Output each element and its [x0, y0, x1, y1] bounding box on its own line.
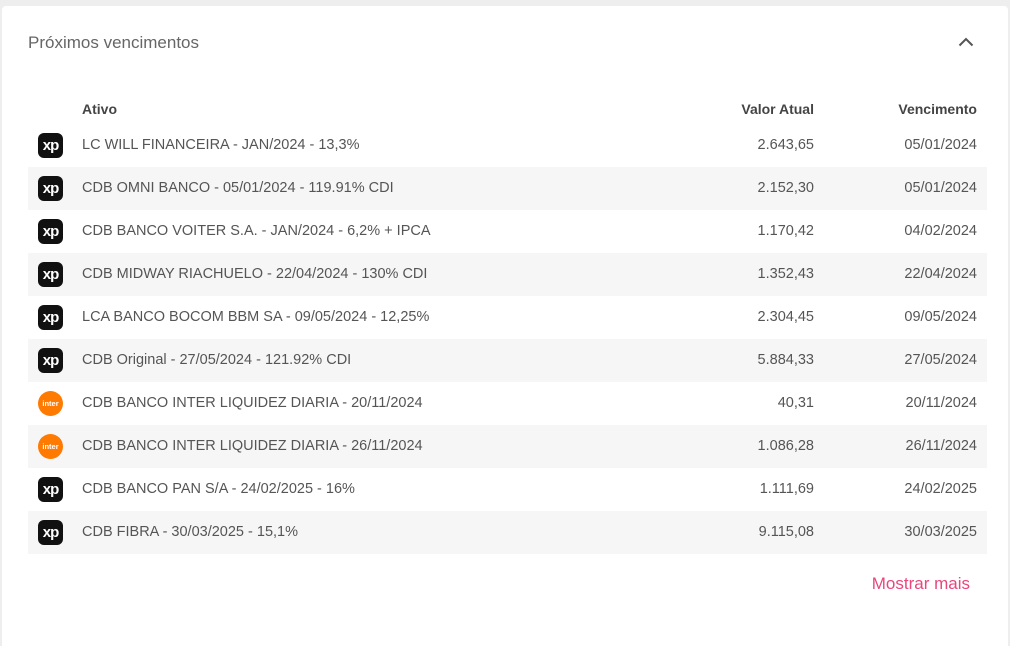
current-value: 2.304,45 [757, 309, 814, 325]
current-value: 1.170,42 [757, 223, 814, 239]
table-row[interactable]: xp CDB Original - 27/05/2024 - 121.92% CD… [28, 339, 987, 382]
maturity-date: 04/02/2024 [904, 223, 977, 239]
current-value: 40,31 [777, 395, 814, 411]
asset-name: CDB Original - 27/05/2024 - 121.92% CDI [82, 352, 352, 368]
xp-logo-icon: xp [38, 348, 63, 373]
maturities-table: Ativo Valor Atual Vencimento xp LC WILL F… [28, 93, 987, 554]
current-value: 1.086,28 [757, 438, 814, 454]
asset-name: LC WILL FINANCEIRA - JAN/2024 - 13,3% [82, 137, 360, 153]
table-row[interactable]: xp LC WILL FINANCEIRA - JAN/2024 - 13,3% 2… [28, 124, 987, 167]
header-vencimento[interactable]: Vencimento [898, 101, 977, 117]
maturity-date: 05/01/2024 [904, 180, 977, 196]
maturity-date: 27/05/2024 [904, 352, 977, 368]
current-value: 5.884,33 [757, 352, 814, 368]
xp-logo-icon: xp [38, 262, 63, 287]
header-valor-atual[interactable]: Valor Atual [741, 101, 814, 117]
table-row[interactable]: xp CDB BANCO PAN S/A - 24/02/2025 - 16% 1.… [28, 468, 987, 511]
asset-name: CDB OMNI BANCO - 05/01/2024 - 119.91% CD… [82, 180, 394, 196]
asset-name: CDB BANCO INTER LIQUIDEZ DIARIA - 20/11/… [82, 395, 423, 411]
asset-name: CDB BANCO INTER LIQUIDEZ DIARIA - 26/11/… [82, 438, 423, 454]
inter-logo-icon: inter [38, 434, 63, 459]
card-header[interactable]: Próximos vencimentos [2, 6, 1008, 80]
current-value: 9.115,08 [758, 524, 814, 540]
maturity-date: 09/05/2024 [904, 309, 977, 325]
table-row[interactable]: xp CDB BANCO VOITER S.A. - JAN/2024 - 6,2… [28, 210, 987, 253]
asset-name: CDB BANCO PAN S/A - 24/02/2025 - 16% [82, 481, 355, 497]
xp-logo-icon: xp [38, 133, 63, 158]
xp-logo-icon: xp [38, 305, 63, 330]
maturity-date: 20/11/2024 [905, 395, 978, 411]
table-row[interactable]: xp CDB FIBRA - 30/03/2025 - 15,1% 9.115,08… [28, 511, 987, 554]
xp-logo-icon: xp [38, 176, 63, 201]
header-ativo[interactable]: Ativo [82, 101, 117, 117]
chevron-up-icon[interactable] [955, 31, 977, 53]
current-value: 2.643,65 [757, 137, 814, 153]
asset-name: CDB BANCO VOITER S.A. - JAN/2024 - 6,2% … [82, 223, 431, 239]
table-body: xp LC WILL FINANCEIRA - JAN/2024 - 13,3% 2… [28, 124, 987, 554]
inter-logo-icon: inter [38, 391, 63, 416]
xp-logo-icon: xp [38, 219, 63, 244]
maturity-date: 26/11/2024 [905, 438, 978, 454]
table-row[interactable]: xp LCA BANCO BOCOM BBM SA - 09/05/2024 - … [28, 296, 987, 339]
maturity-date: 22/04/2024 [904, 266, 977, 282]
section-title: Próximos vencimentos [28, 33, 200, 52]
asset-name: LCA BANCO BOCOM BBM SA - 09/05/2024 - 12… [82, 309, 430, 325]
xp-logo-icon: xp [38, 477, 63, 502]
table-row[interactable]: xp CDB OMNI BANCO - 05/01/2024 - 119.91% … [28, 167, 987, 210]
asset-name: CDB FIBRA - 30/03/2025 - 15,1% [82, 524, 298, 540]
table-row[interactable]: inter CDB BANCO INTER LIQUIDEZ DIARIA - 2… [28, 425, 987, 468]
asset-name: CDB MIDWAY RIACHUELO - 22/04/2024 - 130%… [82, 266, 428, 282]
table-row[interactable]: xp CDB MIDWAY RIACHUELO - 22/04/2024 - 13… [28, 253, 987, 296]
show-more-link[interactable]: Mostrar mais [871, 574, 970, 593]
upcoming-maturities-card: Próximos vencimentos Ativo Valor Atual V… [2, 6, 1008, 646]
current-value: 1.352,43 [757, 266, 814, 282]
xp-logo-icon: xp [38, 520, 63, 545]
table-row[interactable]: inter CDB BANCO INTER LIQUIDEZ DIARIA - 2… [28, 382, 987, 425]
current-value: 1.111,69 [759, 481, 814, 497]
current-value: 2.152,30 [757, 180, 814, 196]
maturity-date: 05/01/2024 [904, 137, 977, 153]
maturity-date: 24/02/2025 [904, 481, 977, 497]
table-header: Ativo Valor Atual Vencimento [28, 93, 987, 124]
maturity-date: 30/03/2025 [904, 524, 977, 540]
